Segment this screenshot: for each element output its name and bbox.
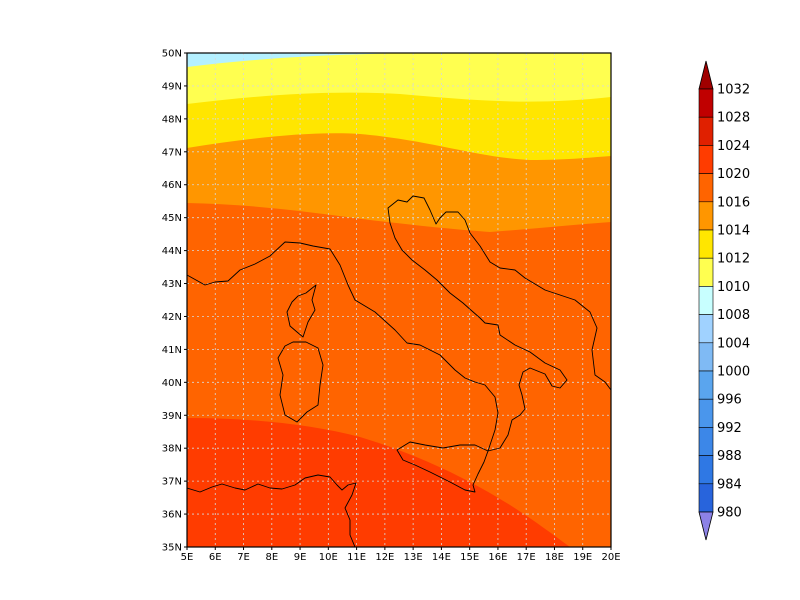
lon-tick-label: 8E [265,552,278,563]
lat-tick-label: 46N [162,180,182,191]
lat-tick-label: 47N [162,147,182,158]
lat-axis: 35N 36N 37N 38N 39N 40N 41N 42N 43N 44N 45N 46N 47N 4… [162,49,187,554]
lon-tick-label: 12E [375,552,394,563]
colorbar-label: 1004 [717,336,750,351]
lon-tick-label: 14E [432,552,451,563]
lon-tick-label: 20E [601,552,620,563]
plot-frame [186,52,612,548]
colorbar-label: 1024 [717,139,750,154]
colorbar-label: 992 [717,421,742,436]
lon-tick-label: 15E [460,552,479,563]
lon-tick-label: 6E [209,552,222,563]
lat-tick-label: 38N [162,444,182,455]
colorbar-label: 1016 [717,195,750,210]
colorbar-label: 1028 [717,111,750,126]
colorbar-label: 1014 [717,224,750,239]
colorbar-swatch [698,370,714,400]
lat-tick-label: 42N [162,312,182,323]
colorbar-swatch [698,314,714,344]
colorbar-swatch [698,398,714,428]
colorbar-swatch [698,173,714,203]
coastline-north-africa [187,474,357,547]
colorbar-label: 1000 [717,365,750,380]
colorbar-swatch [698,427,714,456]
lon-tick-label: 17E [517,552,536,563]
colorbar-swatch [698,116,714,146]
coastline-italy-north-adriatic [187,195,611,452]
coastlines [187,195,611,547]
lon-tick-label: 19E [573,552,592,563]
colorbar-swatch [698,286,714,315]
lon-tick-label: 10E [319,552,338,563]
colorbar-swatch [698,257,714,287]
lat-tick-label: 50N [162,49,182,60]
colorbar-swatch [698,342,714,372]
lon-tick-label: 18E [545,552,564,563]
lat-tick-label: 36N [162,510,182,521]
colorbar-swatch [698,229,714,259]
lat-tick-label: 49N [162,81,182,92]
colorbar-label: 1012 [717,252,750,267]
lat-tick-label: 39N [162,411,182,422]
colorbar-bottom-arrow [698,511,714,541]
colorbar-label: 984 [717,477,742,492]
colorbar-label: 1008 [717,308,750,323]
lon-tick-label: 16E [488,552,507,563]
colorbar-label: 980 [717,506,742,521]
pressure-field [187,53,611,547]
coastline-sardinia [277,341,324,423]
graticule [187,53,611,547]
lon-axis: 5E 6E 7E 8E 9E 10E 11E 12E 13E 14E 15E 16E 17E 18E 19E… [181,547,621,563]
colorbar-swatch [698,145,714,174]
colorbar-swatch [698,201,714,231]
colorbar-label: 1010 [717,280,750,295]
colorbar-label: 1032 [717,83,750,98]
lat-tick-label: 43N [162,279,182,290]
colorbar-label: 1020 [717,167,750,182]
lat-tick-label: 48N [162,114,182,125]
lat-tick-label: 45N [162,213,182,224]
lon-tick-label: 7E [237,552,250,563]
lon-tick-label: 5E [181,552,194,563]
lat-tick-label: 44N [162,246,182,257]
coastline-sicily [396,441,489,493]
lon-tick-label: 11E [347,552,366,563]
colorbar-swatch [698,483,714,513]
lat-tick-label: 40N [162,378,182,389]
band-1024 [187,418,570,547]
lat-tick-label: 35N [162,543,182,554]
colorbar-swatch [698,88,714,118]
colorbar-label: 988 [717,449,742,464]
colorbar-swatch [698,455,714,485]
colorbar: 1032 1028 1024 1020 1016 1014 1012 1010 1008 1004… [698,60,750,541]
lat-tick-label: 37N [162,477,182,488]
lon-tick-label: 9E [294,552,307,563]
lon-tick-label: 13E [404,552,423,563]
coastline-corsica [286,284,317,338]
colorbar-top-arrow [698,60,714,90]
colorbar-label: 996 [717,393,742,408]
lat-tick-label: 41N [162,345,182,356]
